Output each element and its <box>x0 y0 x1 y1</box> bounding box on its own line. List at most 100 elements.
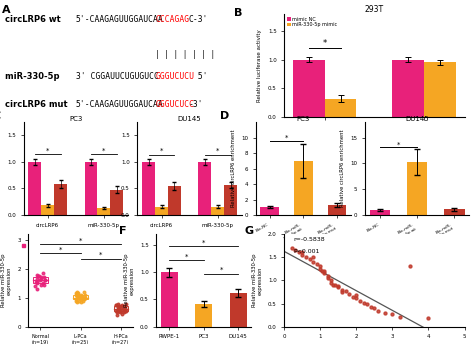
Text: 5'-CAAGAGUUGGAUCAA: 5'-CAAGAGUUGGAUCAA <box>76 15 164 24</box>
Text: 5': 5' <box>193 72 208 81</box>
Point <box>32 283 39 289</box>
Y-axis label: Relative miR-330-5p
expression: Relative miR-330-5p expression <box>252 254 263 307</box>
Point <box>41 278 49 283</box>
Y-axis label: Relative circLRP6 enrichment: Relative circLRP6 enrichment <box>231 130 236 207</box>
Text: circLRP6 mut: circLRP6 mut <box>5 100 70 109</box>
Point <box>335 284 342 290</box>
Bar <box>41 205 54 215</box>
Point <box>80 289 87 295</box>
Point <box>374 308 382 313</box>
Point <box>288 245 295 250</box>
Bar <box>198 162 211 215</box>
Y-axis label: Relative miR-330-5p
expression: Relative miR-330-5p expression <box>1 254 12 307</box>
Point <box>425 316 432 321</box>
Point <box>122 301 129 306</box>
Bar <box>230 293 247 327</box>
Point <box>310 259 317 265</box>
Point <box>120 307 128 312</box>
Text: 3' CGGAUUCUGUGUCC: 3' CGGAUUCUGUGUCC <box>76 72 159 81</box>
Text: *: * <box>79 238 82 244</box>
Point <box>382 310 389 316</box>
Text: GGGUCUCU: GGGUCUCU <box>155 72 194 81</box>
Point <box>73 289 81 295</box>
Point <box>121 308 129 314</box>
Point <box>360 300 367 305</box>
Point <box>40 282 48 288</box>
Text: | | | | | | |: | | | | | | | <box>155 50 216 60</box>
Text: A: A <box>2 5 11 15</box>
Title: PC3: PC3 <box>297 116 310 122</box>
Point <box>37 282 45 288</box>
Point <box>306 257 313 262</box>
Point <box>317 264 324 269</box>
Bar <box>84 162 98 215</box>
Point <box>35 273 43 279</box>
Point <box>320 271 328 276</box>
Point <box>113 302 120 308</box>
Text: CCCAGAG: CCCAGAG <box>155 15 189 24</box>
Point <box>73 299 81 305</box>
Point <box>115 308 123 314</box>
Text: B: B <box>234 8 242 18</box>
Title: DU145: DU145 <box>405 116 429 122</box>
Point <box>396 314 403 319</box>
Bar <box>370 210 390 215</box>
Point <box>36 278 44 283</box>
Point <box>113 312 121 318</box>
Point <box>42 278 49 283</box>
Point <box>114 307 121 312</box>
Point <box>299 252 306 258</box>
Point <box>324 275 331 281</box>
Point <box>40 275 48 280</box>
Text: C-3': C-3' <box>189 15 208 24</box>
Point <box>317 266 324 271</box>
Text: *: * <box>322 39 327 48</box>
Bar <box>113 307 128 311</box>
Text: -3': -3' <box>189 100 203 109</box>
Title: DU145: DU145 <box>178 116 201 122</box>
Point <box>324 273 331 279</box>
Bar <box>294 161 313 215</box>
Point <box>329 282 337 288</box>
Point <box>407 264 414 269</box>
Text: *: * <box>216 148 219 154</box>
Point <box>319 268 326 274</box>
Point <box>77 292 84 298</box>
Point <box>120 307 128 312</box>
Point <box>79 298 86 303</box>
Text: *: * <box>59 246 62 252</box>
Point <box>112 302 120 308</box>
Bar <box>444 209 465 215</box>
Text: miR-330-5p: miR-330-5p <box>5 72 68 81</box>
Bar <box>328 205 346 215</box>
Point <box>115 301 122 306</box>
Point <box>292 247 299 253</box>
Text: D: D <box>220 111 229 121</box>
Text: r=-0.5838: r=-0.5838 <box>293 237 325 243</box>
Bar <box>110 190 123 215</box>
Legend: mimic NC, miR-330-5p mimic: mimic NC, miR-330-5p mimic <box>287 16 338 28</box>
Point <box>115 304 123 309</box>
Bar <box>28 162 41 215</box>
Point <box>310 255 317 260</box>
Point <box>37 276 45 282</box>
Point <box>76 295 84 301</box>
Point <box>120 307 128 312</box>
Point <box>112 308 120 314</box>
Point <box>80 297 88 302</box>
Text: *: * <box>160 148 163 154</box>
Bar <box>98 207 110 215</box>
Bar <box>161 272 178 327</box>
Title: 293T: 293T <box>365 5 384 14</box>
Point <box>81 295 89 301</box>
Point <box>78 295 85 301</box>
Point <box>121 304 128 309</box>
Point <box>33 272 41 277</box>
Point <box>116 305 123 311</box>
Point <box>356 299 364 304</box>
Point <box>72 297 80 302</box>
Point <box>328 280 335 286</box>
Point <box>335 283 342 289</box>
Point <box>118 308 125 314</box>
Bar <box>142 162 155 215</box>
